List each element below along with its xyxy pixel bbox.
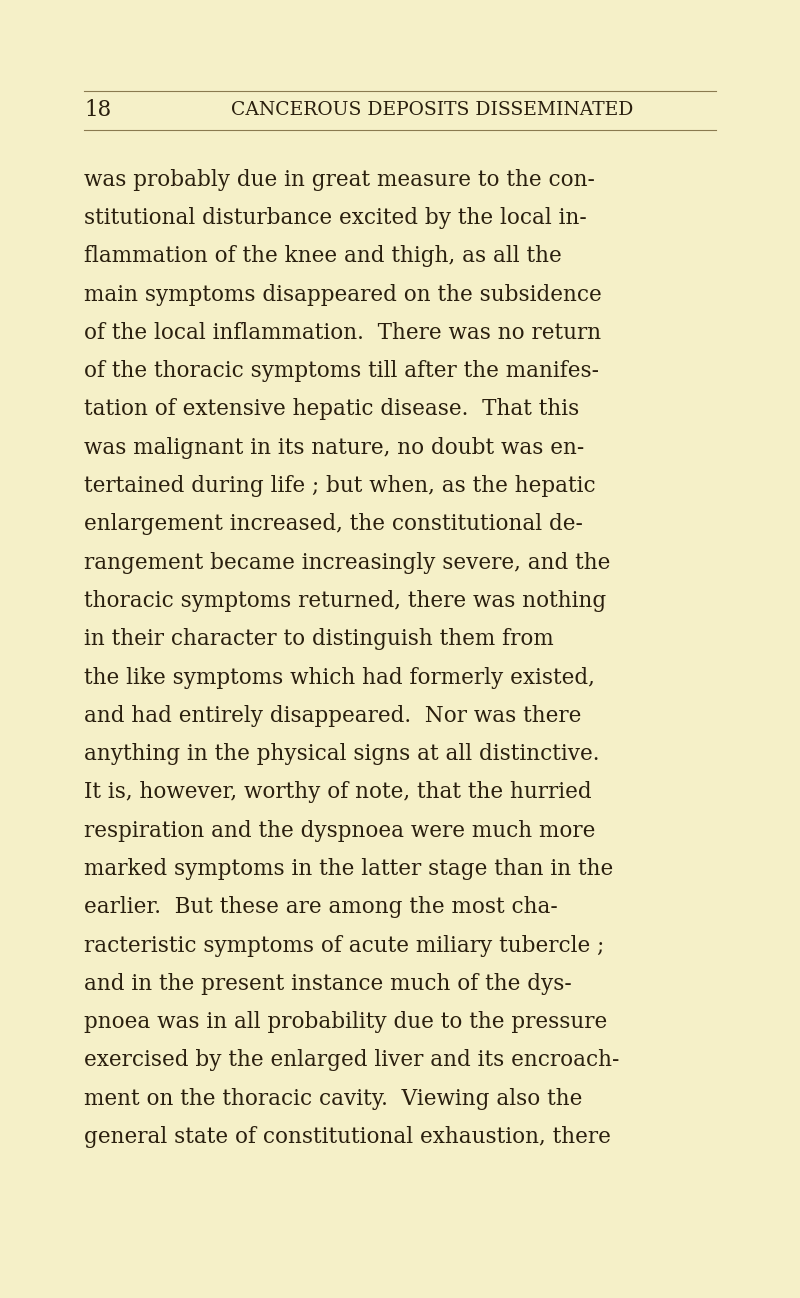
Text: in their character to distinguish them from: in their character to distinguish them f… [84,628,554,650]
Text: thoracic symptoms returned, there was nothing: thoracic symptoms returned, there was no… [84,589,606,611]
Text: of the thoracic symptoms till after the manifes-: of the thoracic symptoms till after the … [84,360,599,382]
Text: rangement became increasingly severe, and the: rangement became increasingly severe, an… [84,552,610,574]
Text: general state of constitutional exhaustion, there: general state of constitutional exhausti… [84,1125,611,1147]
Text: and in the present instance much of the dys-: and in the present instance much of the … [84,974,572,994]
Text: enlargement increased, the constitutional de-: enlargement increased, the constitutiona… [84,513,583,535]
Text: anything in the physical signs at all distinctive.: anything in the physical signs at all di… [84,742,599,765]
Text: flammation of the knee and thigh, as all the: flammation of the knee and thigh, as all… [84,245,562,267]
Text: was probably due in great measure to the con-: was probably due in great measure to the… [84,169,595,191]
Text: exercised by the enlarged liver and its encroach-: exercised by the enlarged liver and its … [84,1049,619,1071]
Text: of the local inflammation.  There was no return: of the local inflammation. There was no … [84,322,601,344]
Text: CANCEROUS DEPOSITS DISSEMINATED: CANCEROUS DEPOSITS DISSEMINATED [231,101,633,119]
Text: marked symptoms in the latter stage than in the: marked symptoms in the latter stage than… [84,858,614,880]
Text: earlier.  But these are among the most cha-: earlier. But these are among the most ch… [84,896,558,918]
Text: tation of extensive hepatic disease.  That this: tation of extensive hepatic disease. Tha… [84,398,579,421]
Text: racteristic symptoms of acute miliary tubercle ;: racteristic symptoms of acute miliary tu… [84,935,604,957]
Text: It is, however, worthy of note, that the hurried: It is, however, worthy of note, that the… [84,781,592,803]
Text: pnoea was in all probability due to the pressure: pnoea was in all probability due to the … [84,1011,607,1033]
Text: respiration and the dyspnoea were much more: respiration and the dyspnoea were much m… [84,820,595,841]
Text: 18: 18 [84,100,111,121]
Text: ment on the thoracic cavity.  Viewing also the: ment on the thoracic cavity. Viewing als… [84,1088,582,1110]
Text: was malignant in its nature, no doubt was en-: was malignant in its nature, no doubt wa… [84,436,584,458]
Text: the like symptoms which had formerly existed,: the like symptoms which had formerly exi… [84,666,595,688]
Text: and had entirely disappeared.  Nor was there: and had entirely disappeared. Nor was th… [84,705,582,727]
Text: main symptoms disappeared on the subsidence: main symptoms disappeared on the subside… [84,284,602,305]
Text: stitutional disturbance excited by the local in-: stitutional disturbance excited by the l… [84,206,586,228]
Text: tertained during life ; but when, as the hepatic: tertained during life ; but when, as the… [84,475,596,497]
